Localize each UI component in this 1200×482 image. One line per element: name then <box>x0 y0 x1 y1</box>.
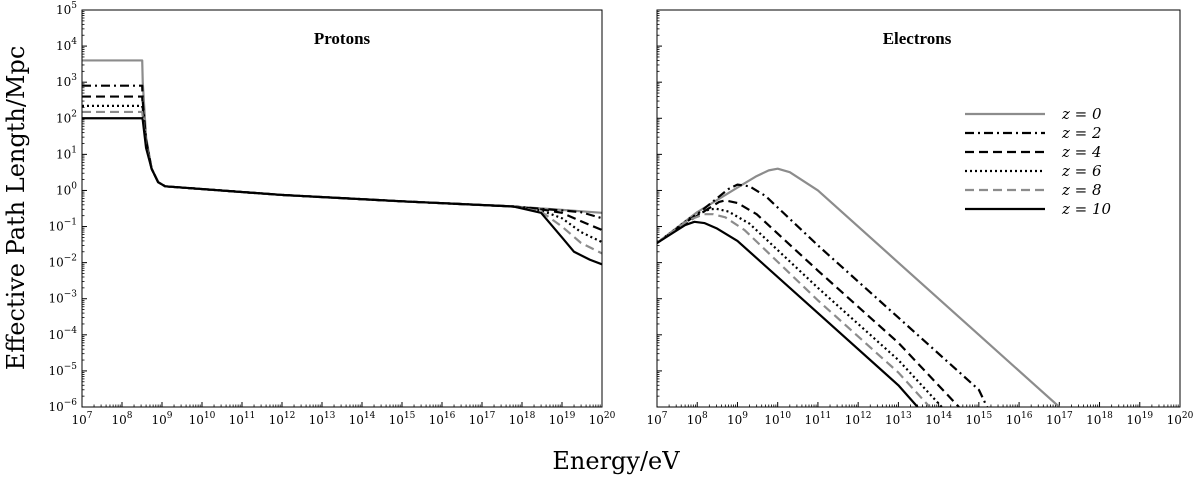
electrons-x-tick-label: 1019 <box>1126 411 1153 427</box>
protons-x-tick-label: 1010 <box>189 411 216 427</box>
electrons-panel: Electrons 107 108 109 1010 1011 1012 1013 1014 1… <box>646 9 1194 427</box>
protons-series-z10 <box>82 117 602 266</box>
electrons-series-z6 <box>657 207 943 407</box>
electrons-x-tick-label: 1017 <box>1046 411 1073 427</box>
protons-x-tick-label: 1013 <box>309 411 336 427</box>
electrons-x-tick-label: 1016 <box>1006 411 1033 427</box>
protons-panel: Protons 107 108 109 1010 1011 1012 1013 1014 101… <box>48 1 615 427</box>
x-axis-title: Energy/eV <box>552 447 680 475</box>
electrons-x-tick-label: 1020 <box>1167 411 1194 427</box>
protons-x-tick-label: 1016 <box>429 411 456 427</box>
electrons-x-tick-label: 1014 <box>925 411 952 427</box>
legend-label-z2: z = 2 <box>1061 124 1102 142</box>
electrons-legend: z = 0z = 2z = 4z = 6z = 8z = 10 <box>965 105 1112 218</box>
protons-x-tick-label: 1018 <box>509 411 536 427</box>
protons-y-tick-label: 10−1 <box>48 218 77 234</box>
protons-x-tick-label: 1011 <box>229 411 256 427</box>
protons-x-tick-label: 1019 <box>549 411 576 427</box>
electrons-x-tick-label: 1010 <box>764 411 791 427</box>
y-axis-title: Effective Path Length/Mpc <box>2 46 30 371</box>
protons-y-tick-label: 101 <box>56 145 77 161</box>
legend-label-z8: z = 8 <box>1061 181 1102 199</box>
protons-x-tick-label: 1014 <box>349 411 376 427</box>
legend-label-z6: z = 6 <box>1061 162 1102 180</box>
protons-axes: 107 108 109 1010 1011 1012 1013 1014 1015 1016 101… <box>48 1 615 427</box>
protons-x-tick-label: 1020 <box>589 411 616 427</box>
protons-y-tick-label: 10−6 <box>48 398 77 414</box>
protons-y-tick-label: 10−3 <box>48 290 77 306</box>
protons-y-tick-label: 100 <box>56 181 77 197</box>
legend-label-z0: z = 0 <box>1061 105 1102 123</box>
electrons-x-tick-label: 1012 <box>845 411 872 427</box>
electrons-series-z10 <box>657 220 919 407</box>
protons-x-tick-label: 109 <box>151 411 172 427</box>
protons-x-tick-label: 1012 <box>269 411 296 427</box>
electrons-series-z2 <box>657 183 989 407</box>
electrons-x-tick-label: 108 <box>687 411 708 427</box>
protons-x-tick-label: 108 <box>111 411 132 427</box>
electrons-panel-title: Electrons <box>883 29 952 48</box>
protons-y-tick-label: 102 <box>56 109 77 125</box>
protons-y-tick-label: 10−2 <box>48 254 77 270</box>
protons-y-tick-label: 10−5 <box>48 362 77 378</box>
protons-plot-frame <box>81 9 603 408</box>
electrons-x-tick-label: 1013 <box>885 411 912 427</box>
protons-y-tick-label: 103 <box>56 73 77 89</box>
electrons-series-z8 <box>657 213 931 407</box>
electrons-x-tick-label: 109 <box>727 411 748 427</box>
electrons-x-tick-label: 1015 <box>965 411 992 427</box>
protons-y-tick-label: 10−4 <box>48 326 77 342</box>
protons-x-tick-label: 1017 <box>469 411 496 427</box>
legend-label-z10: z = 10 <box>1061 200 1112 218</box>
protons-series-z0 <box>82 59 602 214</box>
protons-y-tick-label: 105 <box>56 1 77 17</box>
electrons-x-tick-label: 1018 <box>1086 411 1113 427</box>
protons-y-tick-label: 104 <box>56 37 77 53</box>
legend-label-z4: z = 4 <box>1061 143 1102 161</box>
electrons-series <box>657 167 1061 407</box>
protons-panel-title: Protons <box>314 29 371 48</box>
protons-x-tick-label: 107 <box>71 411 92 427</box>
protons-series <box>82 59 602 266</box>
electrons-axes: 107 108 109 1010 1011 1012 1013 1014 1015 1016 101… <box>646 9 1194 427</box>
protons-series-z6 <box>82 104 602 244</box>
electrons-plot-frame <box>656 9 1181 408</box>
electrons-series-z4 <box>657 199 960 407</box>
electrons-x-tick-label: 107 <box>646 411 667 427</box>
protons-x-tick-label: 1015 <box>389 411 416 427</box>
electrons-x-tick-label: 1011 <box>805 411 832 427</box>
electrons-series-z0 <box>657 167 1061 407</box>
